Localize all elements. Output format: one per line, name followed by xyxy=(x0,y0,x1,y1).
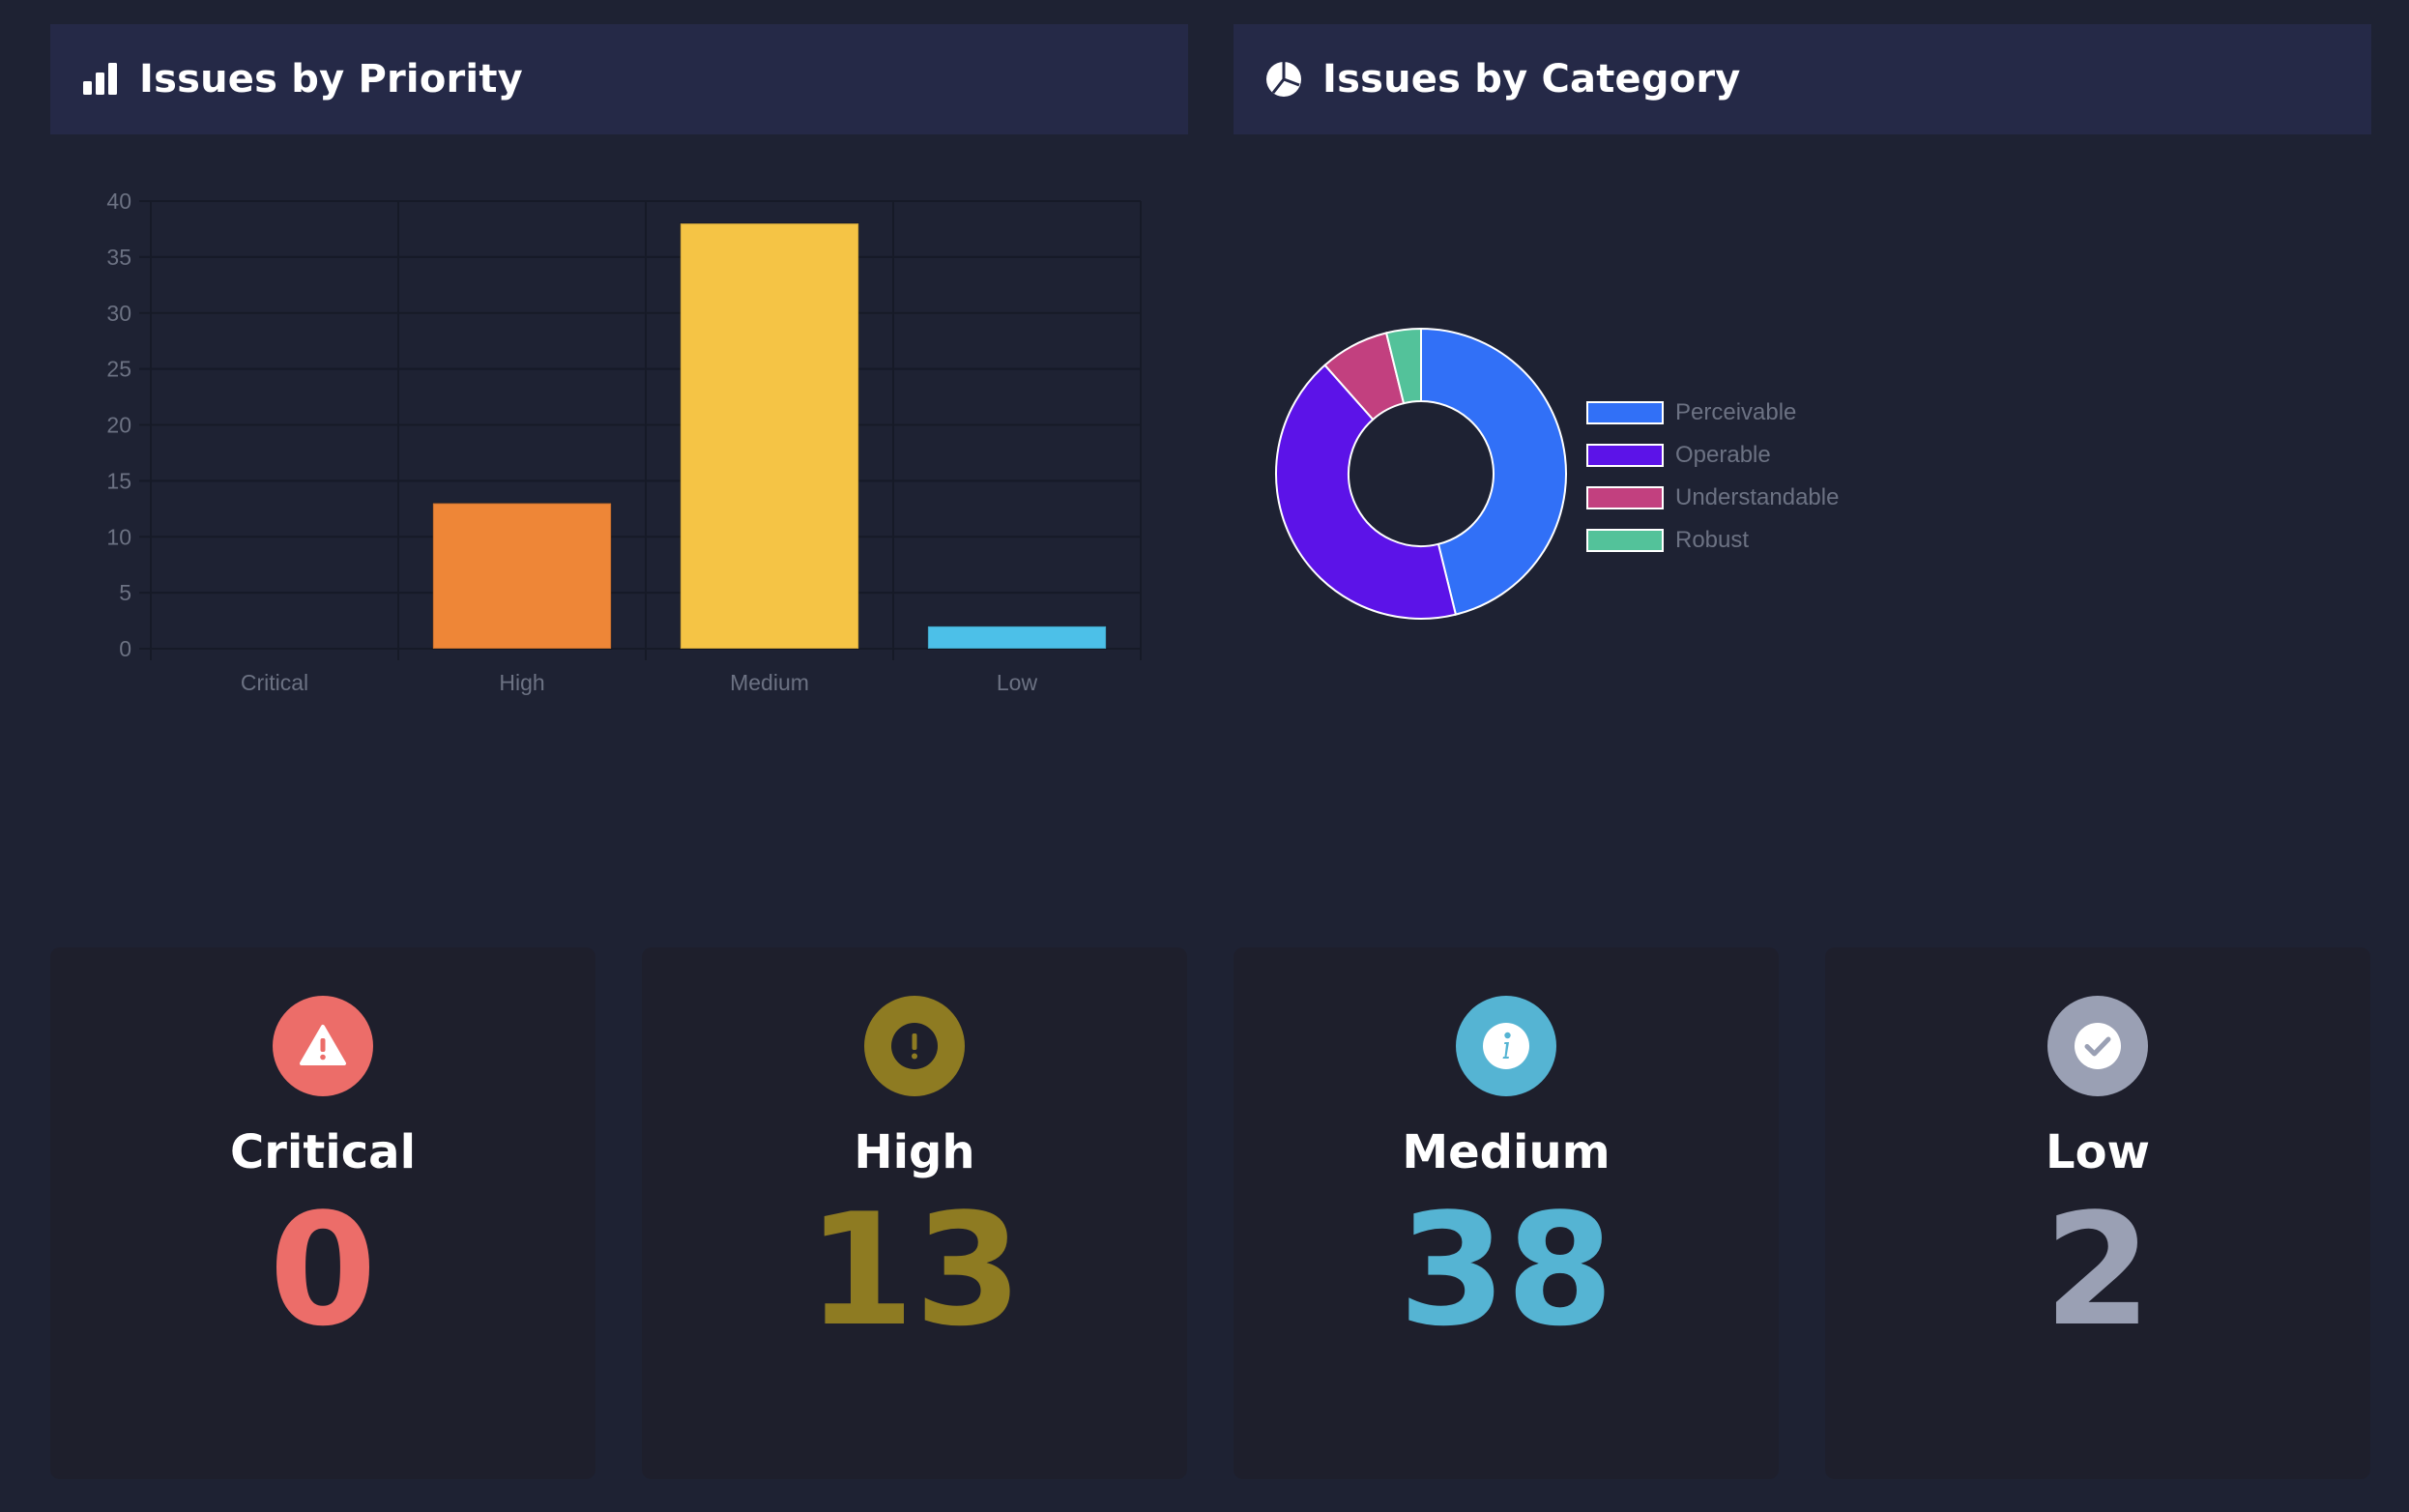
y-tick-label: 25 xyxy=(106,357,131,382)
legend-label: Understandable xyxy=(1675,484,1840,510)
high-label: High xyxy=(854,1125,975,1179)
medium-summary-card: Medium 38 xyxy=(1234,947,1779,1479)
info-icon xyxy=(1456,996,1556,1096)
exclamation-icon xyxy=(864,996,965,1096)
low-label: Low xyxy=(2046,1125,2150,1179)
critical-summary-card: Critical 0 xyxy=(50,947,595,1479)
legend-item-operable[interactable]: Operable xyxy=(1586,434,1839,477)
legend-item-robust[interactable]: Robust xyxy=(1586,519,1839,562)
bar-chart-grid xyxy=(139,200,1142,660)
slice-perceivable[interactable] xyxy=(1420,327,1567,616)
legend-swatch xyxy=(1586,401,1664,424)
y-tick-label: 40 xyxy=(106,189,131,214)
y-tick-label: 5 xyxy=(119,580,131,605)
x-tick-label: Medium xyxy=(730,670,809,695)
warning-icon xyxy=(273,996,373,1096)
legend-item-perceivable[interactable]: Perceivable xyxy=(1586,392,1839,434)
low-summary-card: Low 2 xyxy=(1825,947,2370,1479)
pie-chart-icon xyxy=(1264,60,1303,99)
high-count: 13 xyxy=(806,1179,1023,1360)
x-tick-label: High xyxy=(499,670,544,695)
legend-label: Robust xyxy=(1675,527,1750,553)
category-legend: Perceivable Operable Understandable Robust xyxy=(1586,392,1839,562)
y-tick-label: 0 xyxy=(119,636,131,661)
category-donut-chart xyxy=(1266,319,1576,628)
category-panel-title: Issues by Category xyxy=(1322,57,1741,102)
bar-medium[interactable] xyxy=(679,222,860,651)
priority-panel-title: Issues by Priority xyxy=(139,57,523,102)
slice-robust[interactable] xyxy=(1384,327,1422,405)
y-tick-label: 10 xyxy=(106,524,131,549)
category-panel-header: Issues by Category xyxy=(1234,24,2371,134)
legend-swatch xyxy=(1586,529,1664,552)
bar-low[interactable] xyxy=(926,625,1108,651)
y-tick-label: 35 xyxy=(106,245,131,270)
check-icon xyxy=(2047,996,2148,1096)
y-tick-label: 30 xyxy=(106,301,131,326)
legend-swatch xyxy=(1586,444,1664,467)
bar-high[interactable] xyxy=(431,502,613,650)
x-tick-label: Low xyxy=(997,670,1038,695)
legend-label: Operable xyxy=(1675,442,1771,468)
legend-item-understandable[interactable]: Understandable xyxy=(1586,477,1839,519)
bar-chart-icon xyxy=(81,60,120,99)
legend-swatch xyxy=(1586,486,1664,509)
priority-bar-chart: 0 5 10 15 20 25 30 35 40 Critical High Medium Low xyxy=(106,189,1142,695)
slice-operable[interactable] xyxy=(1275,363,1458,620)
critical-label: Critical xyxy=(229,1125,417,1179)
medium-count: 38 xyxy=(1398,1179,1614,1360)
y-tick-label: 15 xyxy=(106,468,131,493)
priority-panel-header: Issues by Priority xyxy=(50,24,1188,134)
y-tick-label: 20 xyxy=(106,413,131,438)
medium-label: Medium xyxy=(1402,1125,1611,1179)
high-summary-card: High 13 xyxy=(642,947,1187,1479)
critical-count: 0 xyxy=(269,1179,377,1360)
bar-series xyxy=(431,222,1108,651)
x-tick-label: Critical xyxy=(241,670,308,695)
low-count: 2 xyxy=(2044,1179,2152,1360)
legend-label: Perceivable xyxy=(1675,399,1797,425)
